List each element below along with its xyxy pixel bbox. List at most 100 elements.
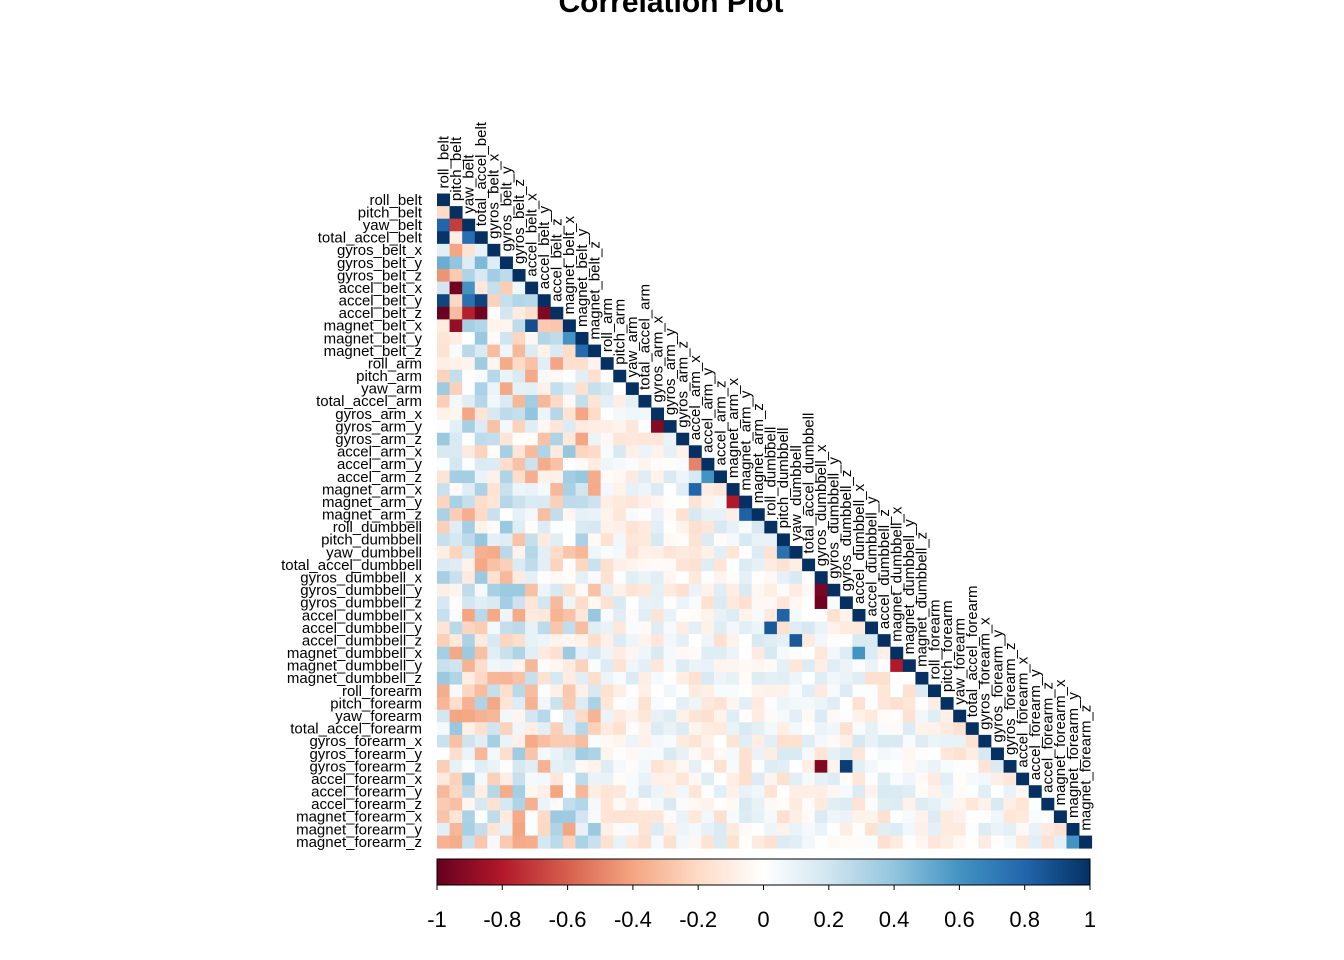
column-label: yaw_dumbbell — [788, 445, 805, 541]
heatmap-cell — [739, 596, 753, 610]
heatmap-cell — [739, 810, 753, 824]
heatmap-cell — [651, 823, 665, 836]
heatmap-cell — [474, 457, 488, 471]
colorbar-tick-label: 0.4 — [879, 907, 910, 932]
heatmap-cell — [827, 596, 841, 610]
heatmap-cell — [676, 684, 690, 698]
heatmap-cell — [852, 747, 866, 761]
heatmap-cell — [764, 823, 778, 836]
row-label: accel_forearm_x — [311, 771, 422, 788]
heatmap-cell — [537, 294, 551, 308]
heatmap-cell — [625, 470, 639, 484]
heatmap-cell — [499, 646, 513, 660]
heatmap-cell — [902, 722, 916, 736]
heatmap-cell — [512, 294, 526, 308]
heatmap-cell — [588, 621, 602, 635]
heatmap-cell — [638, 671, 652, 685]
heatmap-cell — [713, 835, 727, 849]
heatmap-cell — [739, 546, 753, 560]
heatmap-cell — [499, 583, 513, 597]
heatmap-cell — [575, 709, 589, 723]
heatmap-cell — [814, 684, 828, 698]
heatmap-cell — [751, 608, 765, 622]
heatmap-cell — [575, 470, 589, 484]
column-label: pitch_arm — [612, 299, 629, 365]
heatmap-cell — [802, 608, 816, 622]
row-label: yaw_dumbbell — [326, 544, 422, 561]
heatmap-cell — [575, 671, 589, 685]
heatmap-cell — [437, 684, 450, 698]
heatmap-cell — [676, 810, 690, 824]
heatmap-cell — [437, 659, 450, 673]
heatmap-cell — [789, 621, 803, 635]
heatmap-cell — [562, 445, 576, 459]
heatmap-cell — [865, 697, 879, 711]
heatmap-cell — [865, 760, 879, 774]
heatmap-cell — [739, 621, 753, 635]
heatmap-cell — [928, 835, 941, 849]
heatmap-cell — [562, 634, 576, 648]
heatmap-cell — [688, 810, 702, 824]
heatmap-cell — [600, 520, 614, 534]
row-label: accel_belt_y — [339, 293, 423, 310]
heatmap-cell — [651, 508, 665, 522]
heatmap-cell — [550, 747, 564, 761]
heatmap-cell — [487, 823, 501, 836]
column-label: roll_forearm — [926, 599, 943, 679]
heatmap-cell — [613, 621, 627, 635]
heatmap-cell — [651, 533, 665, 547]
heatmap-cell — [638, 697, 652, 711]
heatmap-cell — [890, 760, 904, 774]
colorbar-gradient — [436, 858, 1091, 886]
column-label: magnet_dumbbell_z — [914, 532, 931, 667]
heatmap-cell — [537, 760, 551, 774]
heatmap-cell — [537, 533, 551, 547]
heatmap-cell — [789, 760, 803, 774]
heatmap-cell — [802, 684, 816, 698]
heatmap-cell — [638, 734, 652, 748]
heatmap-cell — [713, 671, 727, 685]
heatmap-cell — [474, 722, 488, 736]
heatmap-cell — [600, 760, 614, 774]
heatmap-cell — [713, 608, 727, 622]
heatmap-cell — [890, 747, 904, 761]
heatmap-cell — [877, 760, 891, 774]
heatmap-cell — [713, 470, 727, 484]
heatmap-cell — [701, 709, 715, 723]
heatmap-cell — [751, 571, 765, 585]
heatmap-cell — [776, 772, 790, 786]
heatmap-cell — [638, 508, 652, 522]
heatmap-cell — [525, 483, 539, 497]
heatmap-cell — [940, 722, 954, 736]
heatmap-cell — [701, 760, 715, 774]
heatmap-cell — [575, 571, 589, 585]
heatmap-cell — [575, 420, 589, 434]
heatmap-cell — [877, 747, 891, 761]
heatmap-cell — [437, 546, 450, 560]
heatmap-cell — [688, 671, 702, 685]
heatmap-cell — [474, 634, 488, 648]
heatmap-cell — [638, 646, 652, 660]
heatmap-cell — [437, 533, 450, 547]
heatmap-cell — [890, 646, 904, 660]
heatmap-cell — [474, 231, 488, 245]
heatmap-cell — [713, 797, 727, 811]
heatmap-cell — [449, 445, 463, 459]
heatmap-cell — [764, 546, 778, 560]
heatmap-cell — [953, 785, 967, 799]
heatmap-cell — [739, 747, 753, 761]
heatmap-cell — [613, 533, 627, 547]
heatmap-cell — [764, 734, 778, 748]
heatmap-cell — [613, 734, 627, 748]
heatmap-cell — [915, 722, 929, 736]
heatmap-cell — [550, 432, 564, 446]
heatmap-cell — [688, 823, 702, 836]
heatmap-cell — [902, 823, 916, 836]
heatmap-cell — [550, 785, 564, 799]
heatmap-cell — [751, 583, 765, 597]
heatmap-cell — [462, 596, 476, 610]
heatmap-cell — [462, 331, 476, 345]
heatmap-cell — [499, 394, 513, 408]
heatmap-cell — [474, 281, 488, 295]
heatmap-cell — [827, 760, 841, 774]
